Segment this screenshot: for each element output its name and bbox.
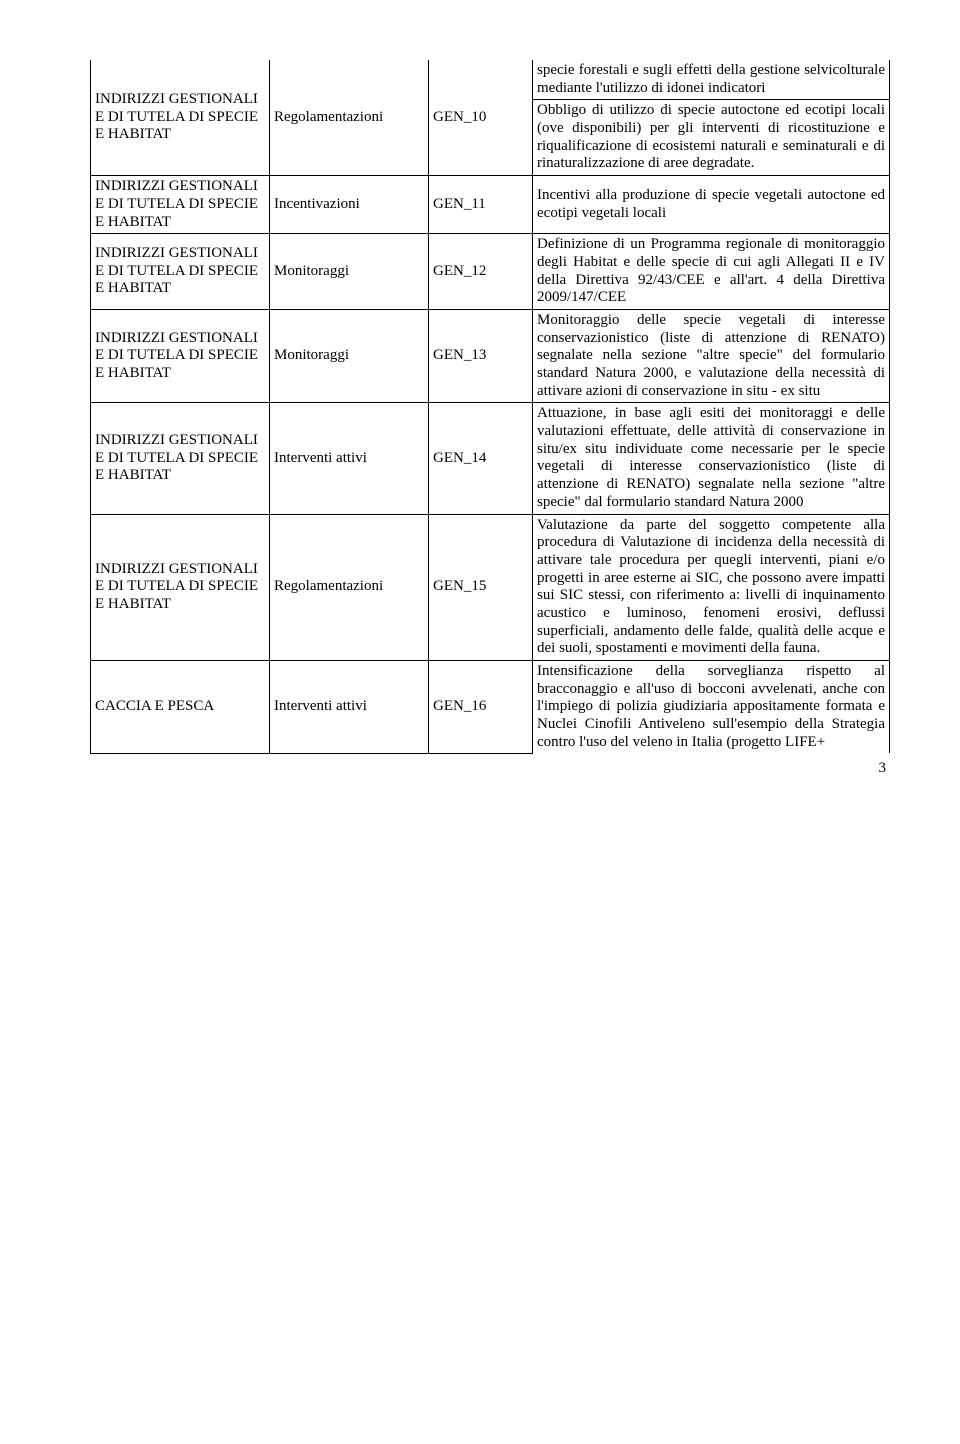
category-cell: INDIRIZZI GESTIONALI E DI TUTELA DI SPEC…: [91, 234, 270, 310]
code-cell: GEN_10: [429, 60, 533, 176]
table-row: INDIRIZZI GESTIONALI E DI TUTELA DI SPEC…: [91, 309, 890, 402]
code-cell: GEN_15: [429, 514, 533, 661]
code-cell: GEN_14: [429, 403, 533, 514]
category-cell: INDIRIZZI GESTIONALI E DI TUTELA DI SPEC…: [91, 176, 270, 234]
type-cell: Regolamentazioni: [270, 60, 429, 176]
description-cell: specie forestali e sugli effetti della g…: [533, 60, 890, 100]
table-row: INDIRIZZI GESTIONALI E DI TUTELA DI SPEC…: [91, 514, 890, 661]
description-cell: Monitoraggio delle specie vegetali di in…: [533, 309, 890, 402]
table-row: INDIRIZZI GESTIONALI E DI TUTELA DI SPEC…: [91, 234, 890, 310]
category-cell: CACCIA E PESCA: [91, 661, 270, 754]
code-cell: GEN_12: [429, 234, 533, 310]
code-cell: GEN_13: [429, 309, 533, 402]
type-cell: Regolamentazioni: [270, 514, 429, 661]
table-row: INDIRIZZI GESTIONALI E DI TUTELA DI SPEC…: [91, 60, 890, 100]
category-cell: INDIRIZZI GESTIONALI E DI TUTELA DI SPEC…: [91, 403, 270, 514]
type-cell: Interventi attivi: [270, 403, 429, 514]
category-cell: INDIRIZZI GESTIONALI E DI TUTELA DI SPEC…: [91, 514, 270, 661]
table-row: INDIRIZZI GESTIONALI E DI TUTELA DI SPEC…: [91, 176, 890, 234]
type-cell: Monitoraggi: [270, 309, 429, 402]
description-cell: Intensificazione della sorveglianza risp…: [533, 661, 890, 754]
code-cell: GEN_11: [429, 176, 533, 234]
description-cell: Definizione di un Programma regionale di…: [533, 234, 890, 310]
table-row: CACCIA E PESCA Interventi attivi GEN_16 …: [91, 661, 890, 754]
category-cell: INDIRIZZI GESTIONALI E DI TUTELA DI SPEC…: [91, 60, 270, 176]
category-cell: INDIRIZZI GESTIONALI E DI TUTELA DI SPEC…: [91, 309, 270, 402]
description-cell: Incentivi alla produzione di specie vege…: [533, 176, 890, 234]
description-cell: Attuazione, in base agli esiti dei monit…: [533, 403, 890, 514]
regulations-table: INDIRIZZI GESTIONALI E DI TUTELA DI SPEC…: [90, 60, 890, 754]
description-cell: Obbligo di utilizzo di specie autoctone …: [533, 100, 890, 176]
page-number: 3: [90, 760, 890, 777]
type-cell: Interventi attivi: [270, 661, 429, 754]
type-cell: Monitoraggi: [270, 234, 429, 310]
table-row: INDIRIZZI GESTIONALI E DI TUTELA DI SPEC…: [91, 403, 890, 514]
type-cell: Incentivazioni: [270, 176, 429, 234]
code-cell: GEN_16: [429, 661, 533, 754]
description-cell: Valutazione da parte del soggetto compet…: [533, 514, 890, 661]
